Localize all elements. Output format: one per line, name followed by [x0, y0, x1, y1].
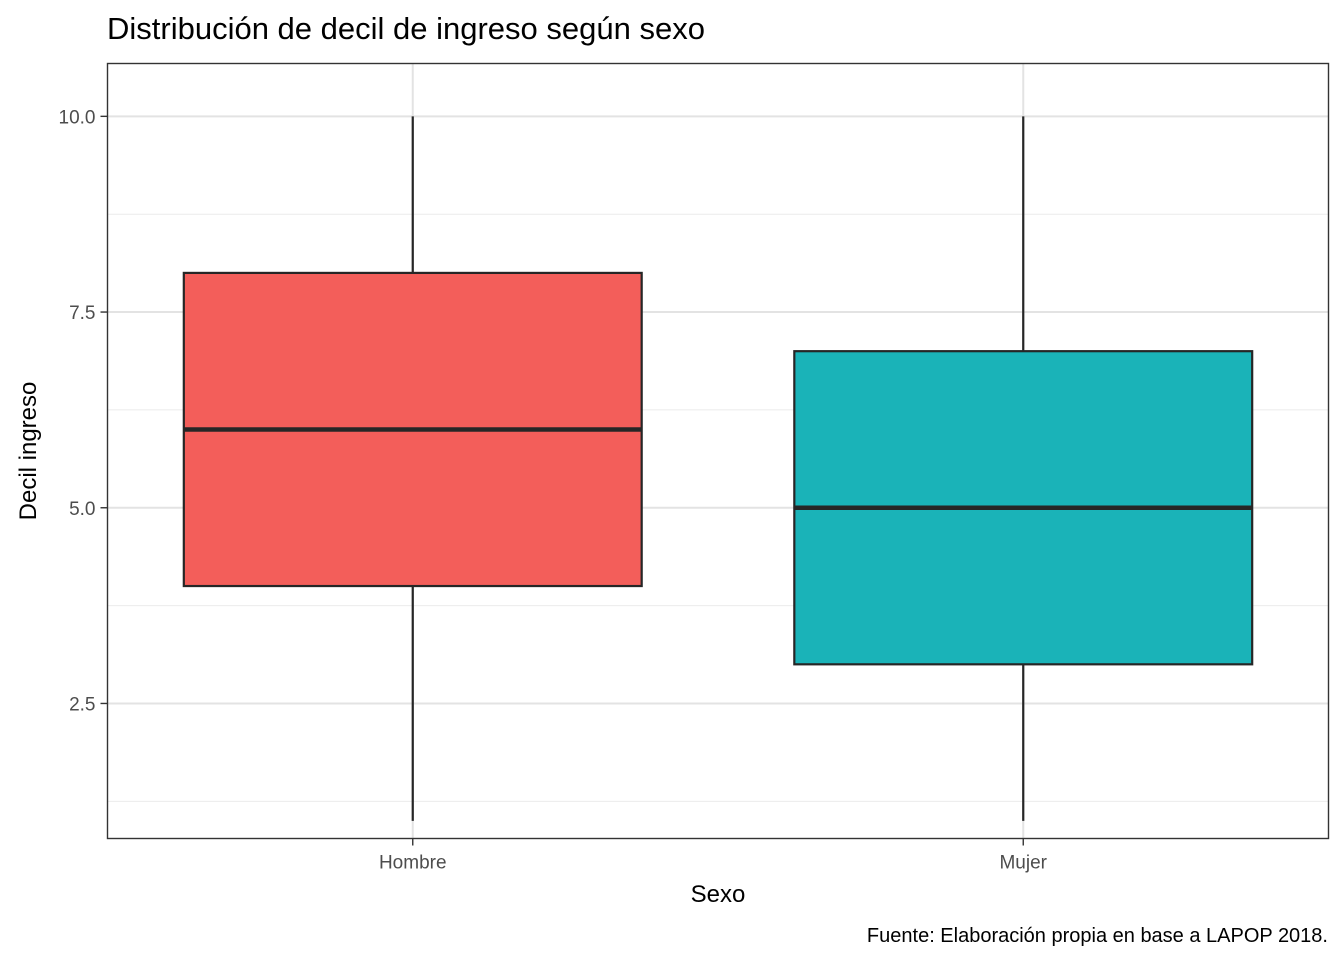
y-tick-label: 10.0	[59, 107, 96, 128]
y-tick-label: 5.0	[69, 499, 95, 520]
x-tick-label: Hombre	[379, 853, 447, 874]
y-tick-label: 2.5	[69, 694, 95, 715]
chart-title: Distribución de decil de ingreso según s…	[107, 11, 705, 46]
plot-border	[106, 62, 1330, 840]
boxes	[182, 116, 1254, 821]
y-tick-label: 7.5	[69, 303, 95, 324]
x-tick-label: Mujer	[999, 853, 1047, 874]
x-axis: Hombre Mujer	[379, 838, 1048, 874]
y-axis: 2.5 5.0 7.5 10.0	[59, 107, 108, 715]
box-hombre	[182, 116, 643, 821]
box-mujer	[793, 116, 1254, 821]
chart-caption: Fuente: Elaboración propia en base a LAP…	[867, 925, 1328, 947]
x-axis-title: Sexo	[691, 881, 746, 908]
y-axis-title: Decil ingreso	[15, 382, 42, 521]
